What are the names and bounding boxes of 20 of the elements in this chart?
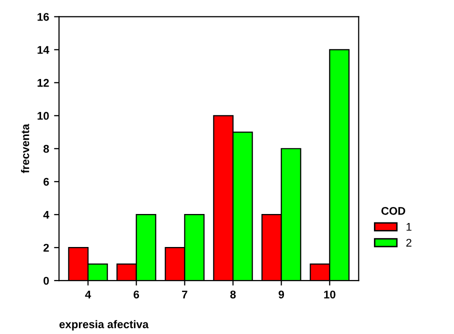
x-tick-label: 8 — [230, 290, 236, 298]
x-tick-label: 6 — [134, 290, 140, 298]
y-tick-label: 14 — [38, 46, 50, 54]
y-tick-label: 4 — [43, 210, 50, 219]
legend-title: COD — [381, 206, 406, 215]
x-axis-title: expresia afectiva — [59, 320, 149, 330]
y-tick-label: 2 — [44, 244, 49, 252]
x-tick-label: 10 — [324, 290, 336, 298]
y-tick-label: 16 — [38, 12, 49, 21]
y-tick-label: 10 — [38, 112, 49, 120]
x-tick-label: 7 — [182, 290, 188, 298]
legend-label: 2 — [406, 238, 412, 247]
legend-label: 1 — [406, 223, 412, 231]
y-tick-label: 0 — [44, 276, 49, 285]
y-tick-label: 8 — [43, 144, 49, 153]
y-tick-label: 12 — [38, 78, 49, 87]
y-axis-title: frecventa — [21, 124, 30, 174]
x-tick-label: 4 — [85, 290, 92, 298]
x-tick-label: 9 — [278, 290, 284, 298]
y-tick-label: 6 — [44, 178, 49, 186]
